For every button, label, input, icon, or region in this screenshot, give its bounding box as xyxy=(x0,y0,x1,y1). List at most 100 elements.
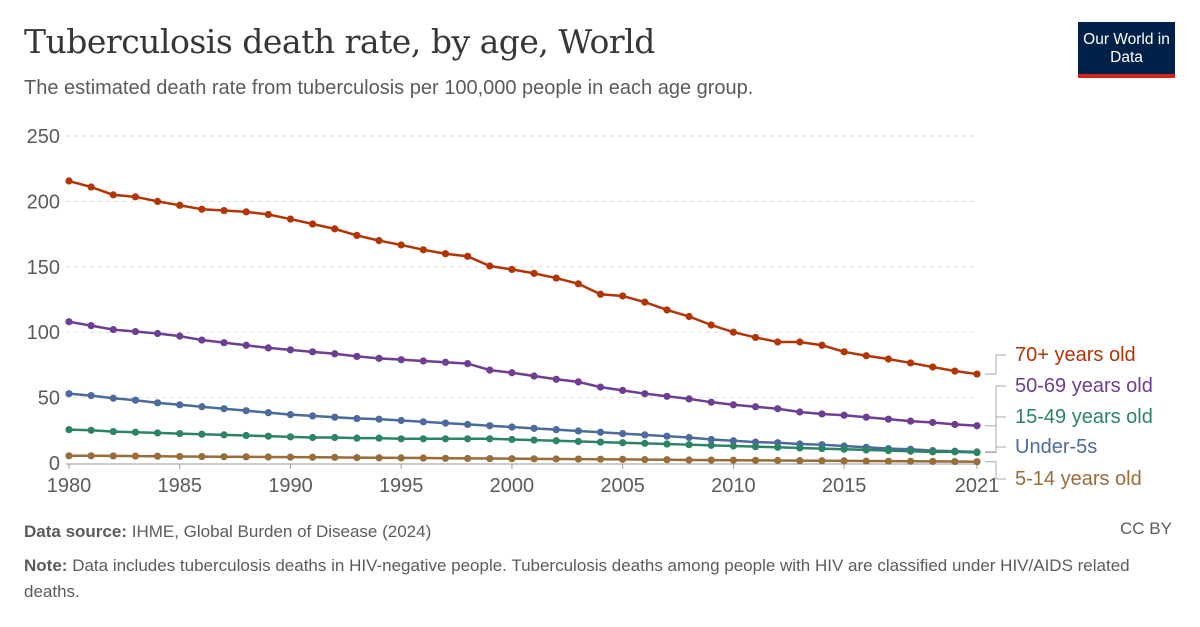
data-point xyxy=(707,321,715,329)
data-point xyxy=(751,403,760,411)
data-point xyxy=(486,262,494,270)
data-point xyxy=(131,452,140,460)
data-point xyxy=(441,435,450,443)
data-point xyxy=(552,274,560,282)
data-point xyxy=(464,420,472,429)
series-label: Under-5s xyxy=(1015,436,1097,458)
data-point xyxy=(862,413,870,421)
data-point xyxy=(729,437,737,445)
data-point xyxy=(309,348,317,356)
data-point xyxy=(685,395,693,403)
data-point xyxy=(242,407,250,415)
data-point xyxy=(87,392,95,400)
license[interactable]: CC BY xyxy=(1120,519,1172,538)
data-point xyxy=(973,422,981,430)
data-point xyxy=(264,344,272,352)
data-point xyxy=(818,341,826,349)
data-point xyxy=(242,341,250,349)
data-point xyxy=(685,456,693,464)
data-point xyxy=(242,453,250,461)
data-point xyxy=(663,440,671,448)
source-text[interactable]: IHME, Global Burden of Disease (2024) xyxy=(131,522,432,541)
data-point xyxy=(641,298,649,306)
data-point xyxy=(840,411,848,419)
data-point xyxy=(641,455,649,464)
data-point xyxy=(552,426,560,434)
note: Note: Data includes tuberculosis deaths … xyxy=(24,553,1174,605)
x-tick-label: 1995 xyxy=(379,475,424,497)
data-point xyxy=(242,431,250,440)
data-point xyxy=(840,457,848,465)
label-connector xyxy=(985,354,1006,375)
data-point xyxy=(198,452,206,461)
data-point xyxy=(884,415,893,423)
label-connector xyxy=(985,446,1006,453)
data-point xyxy=(574,455,582,463)
data-point xyxy=(663,306,671,314)
data-point xyxy=(818,410,826,418)
data-point xyxy=(929,457,937,466)
data-point xyxy=(774,405,782,413)
x-tick-label: 2000 xyxy=(490,475,535,497)
data-point xyxy=(397,416,405,425)
data-point xyxy=(242,208,250,216)
data-point xyxy=(574,427,582,435)
data-point xyxy=(973,448,981,457)
data-point xyxy=(353,434,361,442)
data-point xyxy=(685,433,693,442)
data-point xyxy=(796,408,804,416)
y-tick-label: 200 xyxy=(27,191,60,213)
data-point xyxy=(397,356,405,364)
data-point xyxy=(176,429,184,438)
label-connector xyxy=(985,385,1006,427)
data-point xyxy=(286,411,295,419)
data-point xyxy=(286,433,295,441)
series-label: 50-69 years old xyxy=(1015,375,1153,397)
data-point xyxy=(87,322,95,330)
data-point xyxy=(707,398,715,406)
data-point xyxy=(441,454,450,462)
data-point xyxy=(729,456,737,464)
note-label: Note: xyxy=(24,556,68,575)
data-point xyxy=(153,329,162,338)
source-label: Data source: xyxy=(24,522,127,541)
data-point xyxy=(65,390,73,398)
label-connector xyxy=(985,461,1006,480)
data-point xyxy=(176,452,184,461)
data-point xyxy=(619,386,627,395)
data-point xyxy=(109,325,117,334)
data-point xyxy=(375,415,383,423)
data-point xyxy=(530,269,538,277)
data-point xyxy=(153,429,162,437)
data-point xyxy=(419,435,427,443)
data-point xyxy=(87,426,95,434)
series-line xyxy=(69,454,978,463)
data-point xyxy=(176,332,184,340)
data-point xyxy=(109,191,117,199)
x-tick-label: 2005 xyxy=(600,475,645,497)
data-point xyxy=(641,390,649,398)
data-point xyxy=(375,454,383,462)
x-tick-label: 2015 xyxy=(822,475,867,497)
data-point xyxy=(486,435,494,443)
data-point xyxy=(109,428,117,436)
y-tick-label: 250 xyxy=(27,126,60,148)
data-point xyxy=(796,338,804,346)
data-point xyxy=(973,370,981,378)
data-point xyxy=(663,432,671,440)
data-point xyxy=(530,436,538,444)
data-point xyxy=(906,359,915,367)
data-point xyxy=(862,352,870,360)
x-tick-label: 2010 xyxy=(711,475,756,497)
data-point xyxy=(486,366,494,374)
data-point xyxy=(840,445,848,453)
data-point xyxy=(818,445,826,453)
series-line xyxy=(68,179,978,376)
data-point xyxy=(286,453,295,461)
data-point xyxy=(707,456,715,464)
owid-logo[interactable]: Our World in Data xyxy=(1078,22,1175,78)
data-point xyxy=(65,452,73,460)
data-point xyxy=(65,426,73,434)
data-point xyxy=(663,456,671,464)
